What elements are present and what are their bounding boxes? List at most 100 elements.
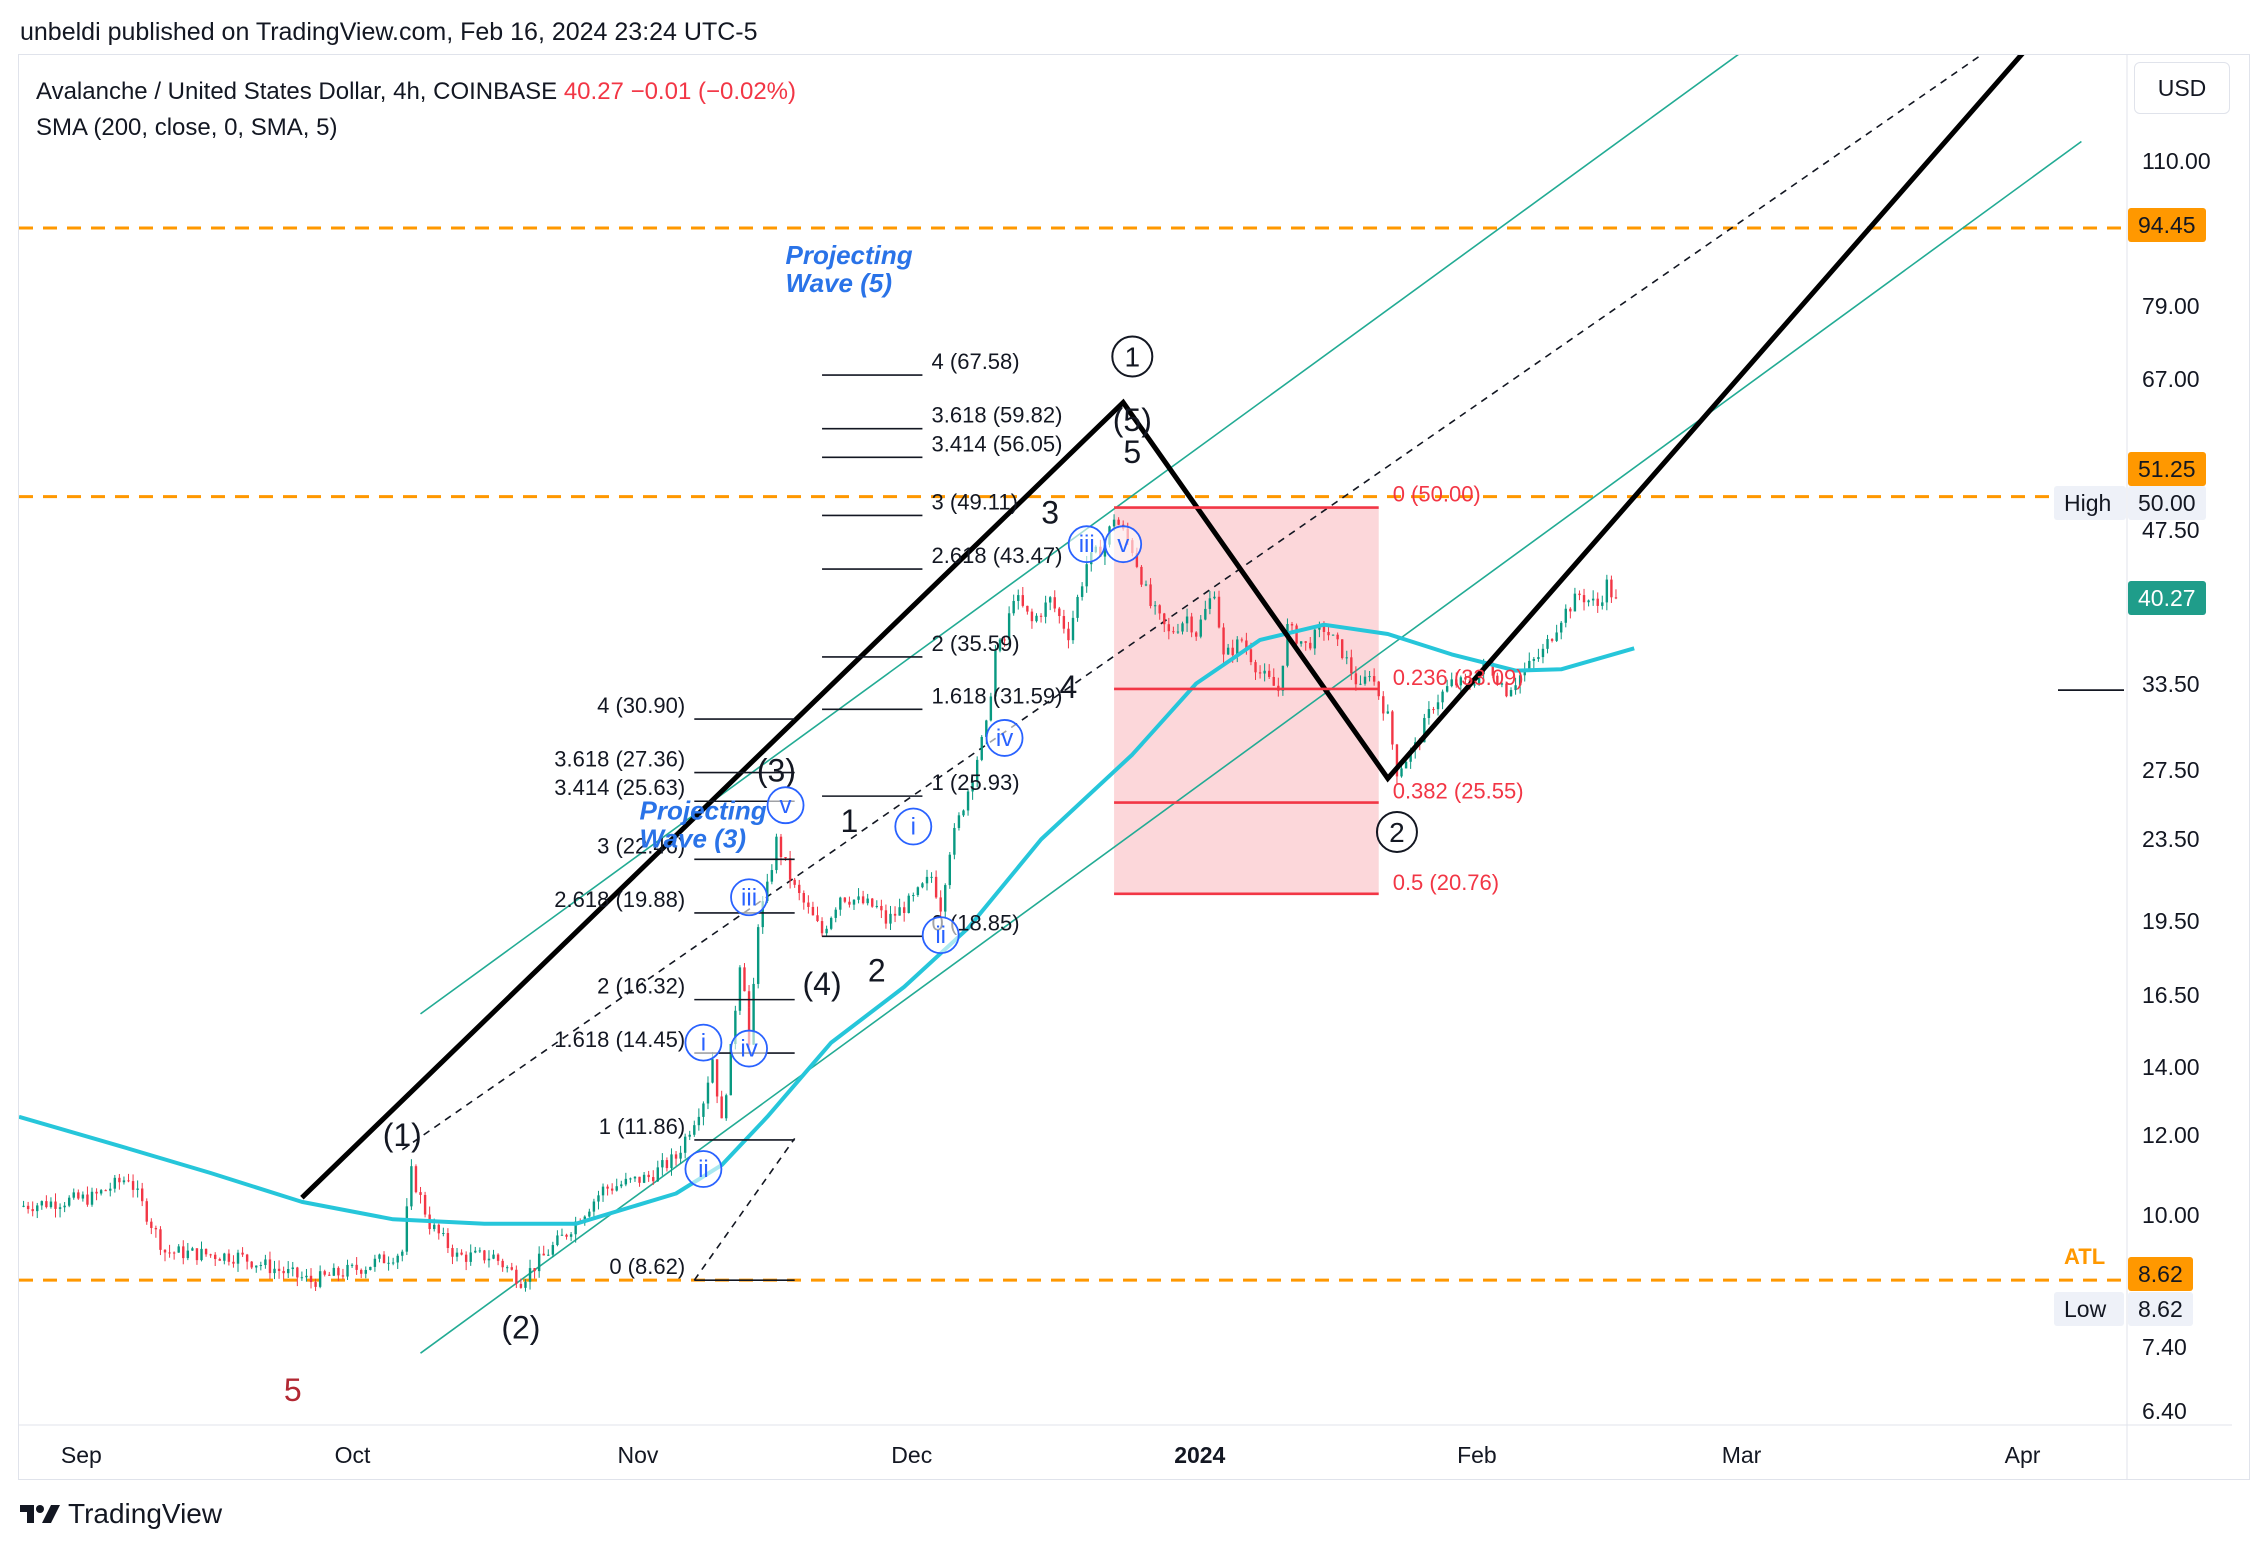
candle-body [209,1254,212,1256]
candle-body [67,1197,71,1206]
candle-body [213,1254,217,1260]
candle-body [1560,622,1563,633]
fib-ext-wave3-label: 3.618 (27.36) [554,747,685,772]
candle-body [1491,662,1494,676]
candle-body [378,1254,381,1259]
candle-body [1135,553,1139,567]
candle-body [186,1250,190,1259]
candle-body [328,1274,331,1276]
candle-body [40,1201,44,1206]
candle-body [588,1211,591,1217]
candle-body [1336,634,1339,640]
candle-body [410,1166,413,1207]
candle-body [747,1007,751,1045]
candle-body [323,1271,326,1275]
candle-body [875,905,879,907]
currency-button[interactable]: USD [2134,62,2230,114]
candle-body [1240,639,1244,641]
candle-body [1286,624,1289,666]
candle-body [1263,670,1266,674]
candle-body [1368,676,1371,678]
candle-body [601,1186,605,1196]
candle-body [998,639,1002,651]
chart-frame[interactable] [18,54,2250,1480]
candle-body [930,876,933,878]
legend-symbol[interactable]: Avalanche / United States Dollar, 4h, CO… [36,78,558,105]
atl-value-tag: 8.62 [2128,1257,2193,1291]
candle-body [948,854,952,886]
candle-body [1058,608,1061,617]
low-label: Low [2054,1292,2124,1326]
fib-ext-wave5-label: 1 (25.93) [932,770,1020,795]
candle-body [1254,662,1257,673]
fib-ext-wave3-label: 2.618 (19.88) [554,887,685,912]
candle-body [966,791,970,811]
candle-body [569,1234,573,1237]
candle-body [86,1194,89,1205]
candle-body [1281,665,1285,691]
candle-body [688,1134,691,1137]
candle-body [287,1269,290,1274]
candle-body [45,1201,48,1208]
candle-body [182,1246,185,1259]
candle-body [889,913,892,924]
tradingview-logo[interactable]: TradingView [20,1498,222,1530]
candle-body [1555,632,1558,641]
candle-body [1382,696,1385,714]
wave-label-circle [1111,335,1154,378]
wave-label: 1 [841,803,859,839]
candle-body [154,1228,158,1230]
candle-body [839,897,842,910]
wave-label: iv [740,1036,757,1063]
legend-indicator[interactable]: SMA (200, close, 0, SMA, 5) [36,114,338,141]
candle-body [223,1253,226,1261]
candle-body [1578,593,1581,596]
price-tick-label: 10.00 [2142,1201,2200,1228]
wave-label-circle [730,1029,768,1068]
candle-body [360,1269,363,1274]
candle-body [1331,634,1335,636]
high-value: 50.00 [2128,486,2206,520]
candle-body [697,1116,701,1126]
fib-ext-wave3-label: 3.414 (25.63) [554,775,685,800]
wave-label-circle [921,916,960,955]
candle-body [255,1265,258,1268]
candle-body [1564,608,1567,623]
price-tick-label: 14.00 [2142,1054,2200,1080]
wave-label: (4) [802,966,841,1002]
candle-body [1505,683,1508,697]
candle-body [1423,717,1426,743]
candle-body [807,902,810,907]
wave-label-circle [1104,525,1143,564]
candle-body [355,1264,358,1270]
wave-label: v [1117,531,1129,558]
candle-body [756,927,760,984]
candle-body [1190,616,1193,633]
candle-body [1158,605,1161,614]
time-tick-label: Feb [1457,1442,1497,1468]
legend-symbol-row[interactable]: Avalanche / United States Dollar, 4h, CO… [36,74,796,110]
candle-body [971,781,974,792]
candle-body [1550,639,1554,641]
wave-label: i [701,1030,706,1057]
fib-retracement-label: 0.382 (25.55) [1393,779,1524,804]
candle-body [702,1103,705,1117]
candle-body [1208,598,1212,609]
legend-price: 40.27 [563,78,624,105]
candle-body [136,1188,139,1190]
candle-body [1518,675,1522,686]
candle-body [487,1258,491,1261]
candle-body [980,736,983,760]
candle-body [661,1160,664,1168]
candle-body [770,870,774,882]
candle-body [1199,619,1202,637]
candle-body [606,1186,609,1189]
plot-area[interactable]: 0 (50.00) 0.236 (33.09) 0.382 (25.55) 0.5 (… [19,31,2127,1408]
candle-body [811,906,815,916]
candle-body [1076,596,1079,618]
candle-body [305,1275,308,1278]
candle-body [934,876,938,898]
candle-body [1194,632,1198,637]
high-label: High [2054,486,2126,520]
